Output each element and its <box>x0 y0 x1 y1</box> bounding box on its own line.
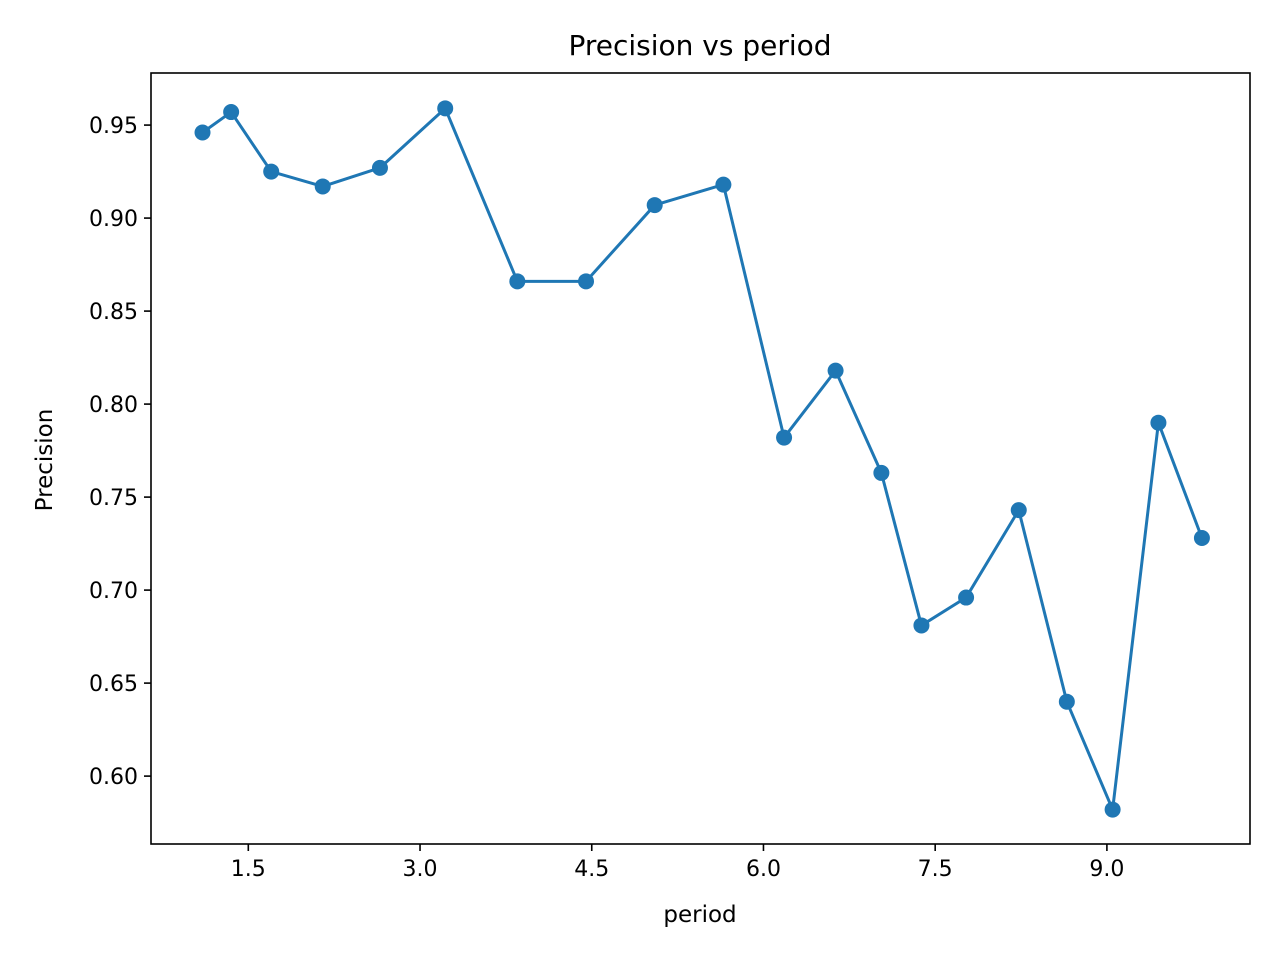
data-point <box>827 362 844 379</box>
data-point <box>776 429 793 446</box>
axes-frame <box>150 72 1251 845</box>
x-tick-label: 4.5 <box>574 857 609 882</box>
x-tick-label: 9.0 <box>1089 857 1124 882</box>
data-point <box>314 178 331 195</box>
y-tick-label: 0.70 <box>89 579 138 604</box>
y-tick-label: 0.95 <box>89 114 138 139</box>
data-point <box>1193 530 1210 547</box>
data-point <box>578 273 595 290</box>
x-tick-label: 3.0 <box>403 857 438 882</box>
y-tick-label: 0.65 <box>89 672 138 697</box>
data-point <box>509 273 526 290</box>
data-point <box>1058 693 1075 710</box>
data-point <box>715 176 732 193</box>
data-point <box>873 464 890 481</box>
y-axis: 0.60 0.65 0.70 0.75 0.80 0.85 0.90 0.95 <box>89 114 151 790</box>
x-axis: 1.5 3.0 4.5 6.0 7.5 9.0 <box>231 844 1124 882</box>
plot-area <box>194 100 1210 818</box>
series-line <box>201 106 1204 812</box>
y-tick-label: 0.85 <box>89 300 138 325</box>
data-point <box>1010 502 1027 519</box>
y-tick-label: 0.90 <box>89 207 138 232</box>
data-point <box>194 124 211 141</box>
x-tick-label: 7.5 <box>918 857 953 882</box>
x-tick-label: 1.5 <box>231 857 266 882</box>
data-point <box>371 159 388 176</box>
x-tick-label: 6.0 <box>746 857 781 882</box>
data-point <box>437 100 454 117</box>
chart-title: Precision vs period <box>568 29 831 62</box>
y-tick-label: 0.75 <box>89 486 138 511</box>
x-axis-label: period <box>663 902 736 928</box>
data-point <box>958 589 975 606</box>
data-point <box>1104 801 1121 818</box>
data-point <box>913 617 930 634</box>
y-axis-label: Precision <box>32 409 58 512</box>
y-tick-label: 0.80 <box>89 393 138 418</box>
data-point <box>223 104 240 121</box>
y-tick-label: 0.60 <box>89 765 138 790</box>
data-point <box>263 163 280 180</box>
data-point <box>1150 414 1167 431</box>
data-point <box>646 197 663 214</box>
